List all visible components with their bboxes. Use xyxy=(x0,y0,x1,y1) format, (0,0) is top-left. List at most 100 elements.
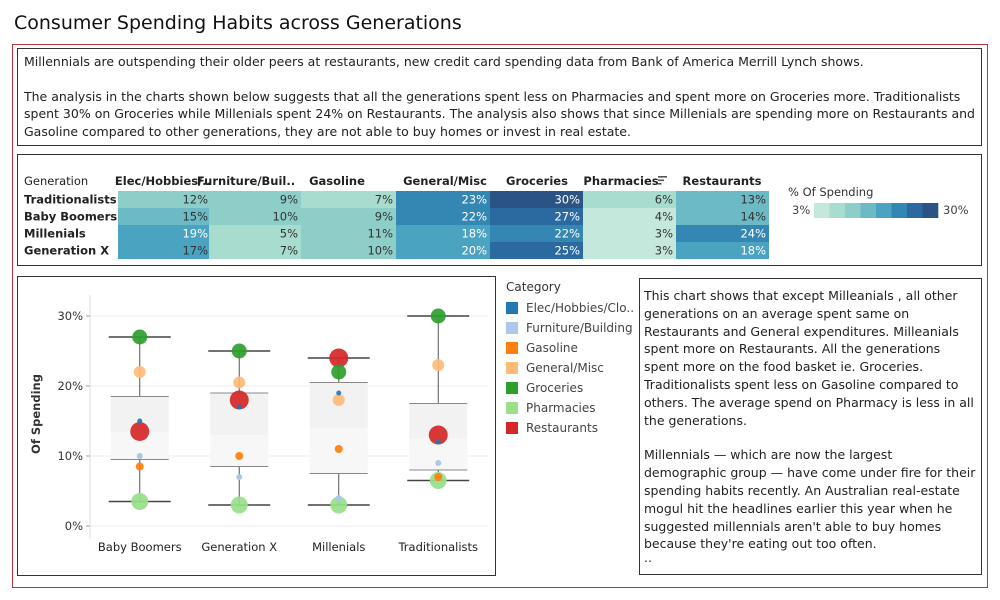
point-elec-hobbies-clo-millenials[interactable] xyxy=(336,390,342,396)
heatmap-cell-label: 14% xyxy=(740,210,766,224)
heatmap-cell[interactable] xyxy=(583,225,676,242)
boxplot-chart[interactable]: 0% 10% 20% 30% Of Spending Baby Boomers Genera… xyxy=(18,277,495,575)
heatmap-cell-label: 13% xyxy=(740,193,766,207)
heatmap-cell-label: 7% xyxy=(280,244,298,258)
heatmap-cell[interactable] xyxy=(583,242,676,259)
heatmap-cell[interactable] xyxy=(396,191,490,208)
heatmap-chart[interactable]: Generation Elec/Hobbies/..Furniture/Buil.… xyxy=(18,155,981,265)
point-pharmacies-baby-boomers[interactable] xyxy=(131,493,149,510)
heatmap-legend-swatch xyxy=(891,203,908,218)
legend-item-furniture-building[interactable]: Furniture/Building xyxy=(506,318,636,338)
heatmap-cell-label: 17% xyxy=(182,244,208,258)
point-restaurants-traditionalists[interactable] xyxy=(428,425,448,445)
heatmap-cell-label: 7% xyxy=(375,193,393,207)
point-groceries-baby-boomers[interactable] xyxy=(132,329,148,345)
point-furniture-building-baby-boomers[interactable] xyxy=(136,453,143,459)
heatmap-cell-label: 4% xyxy=(655,210,673,224)
side-paragraph-1: This chart shows that except Milleanials… xyxy=(644,288,974,428)
legend-title: Category xyxy=(506,280,561,294)
heatmap-cell-label: 10% xyxy=(367,244,393,258)
heatmap-cell[interactable] xyxy=(118,225,211,242)
heatmap-cell-label: 18% xyxy=(461,227,487,241)
point-general-misc-millenials[interactable] xyxy=(332,394,345,406)
heatmap-cell-label: 25% xyxy=(554,244,580,258)
heatmap-cell[interactable] xyxy=(301,242,396,259)
heatmap-cell[interactable] xyxy=(676,191,769,208)
heatmap-cell[interactable] xyxy=(396,208,490,225)
point-restaurants-millenials[interactable] xyxy=(329,348,349,368)
heatmap-cell[interactable] xyxy=(209,208,301,225)
point-pharmacies-generation-x[interactable] xyxy=(230,496,248,514)
point-groceries-generation-x[interactable] xyxy=(231,343,247,359)
heatmap-row-label-baby-boomers: Baby Boomers xyxy=(24,210,117,224)
heatmap-cell[interactable] xyxy=(209,225,301,242)
heatmap-col-header-0: Elec/Hobbies/.. xyxy=(115,174,211,188)
heatmap-cell[interactable] xyxy=(118,242,211,259)
point-groceries-traditionalists[interactable] xyxy=(430,308,446,324)
sort-icon-bar-1 xyxy=(658,176,667,178)
heatmap-cell-label: 12% xyxy=(182,193,208,207)
legend-item-gasoline[interactable]: Gasoline xyxy=(506,338,636,358)
heatmap-cell[interactable] xyxy=(490,208,583,225)
heatmap-panel: Generation Elec/Hobbies/.. Furniture/Buil.… xyxy=(17,154,982,266)
point-restaurants-baby-boomers[interactable] xyxy=(130,422,150,441)
heatmap-cell[interactable] xyxy=(676,225,769,242)
category-legend: Category Elec/Hobbies/Clo.. Furniture/Bui… xyxy=(506,280,636,438)
heatmap-cell[interactable] xyxy=(490,191,583,208)
heatmap-cell[interactable] xyxy=(301,208,396,225)
heatmap-legend-min: 3% xyxy=(792,203,810,217)
point-gasoline-baby-boomers[interactable] xyxy=(135,462,144,471)
point-groceries-millenials[interactable] xyxy=(331,364,347,380)
legend-item-general-misc[interactable]: General/Misc xyxy=(506,358,636,378)
heatmap-cell[interactable] xyxy=(583,208,676,225)
heatmap-cell-label: 3% xyxy=(655,244,673,258)
heatmap-cell[interactable] xyxy=(301,191,396,208)
heatmap-legend-swatch xyxy=(876,203,892,218)
heatmap-cell[interactable] xyxy=(118,191,211,208)
heatmap-legend-swatch xyxy=(814,203,830,218)
heatmap-cell[interactable] xyxy=(676,208,769,225)
box-lower[interactable] xyxy=(210,435,269,467)
intro-text-box: Millennials are outspending their older … xyxy=(17,48,982,146)
point-furniture-building-traditionalists[interactable] xyxy=(435,460,442,466)
point-elec-hobbies-clo-traditionalists[interactable] xyxy=(435,439,441,445)
heatmap-cell[interactable] xyxy=(676,242,769,259)
heatmap-row-label-millenials: Millenials xyxy=(24,227,86,241)
point-gasoline-generation-x[interactable] xyxy=(235,452,244,460)
heatmap-cell[interactable] xyxy=(396,225,490,242)
point-elec-hobbies-clo-generation-x[interactable] xyxy=(236,404,242,410)
point-furniture-building-millenials[interactable] xyxy=(335,495,342,501)
point-general-misc-traditionalists[interactable] xyxy=(432,359,445,371)
legend-swatch xyxy=(506,342,518,354)
heatmap-cell-label: 20% xyxy=(461,244,487,258)
heatmap-cell[interactable] xyxy=(583,191,676,208)
legend-item-restaurants[interactable]: Restaurants xyxy=(506,418,636,438)
heatmap-cell[interactable] xyxy=(490,242,583,259)
heatmap-cell[interactable] xyxy=(118,208,211,225)
legend-swatch xyxy=(506,322,518,334)
legend-item-pharmacies[interactable]: Pharmacies xyxy=(506,398,636,418)
heatmap-cell[interactable] xyxy=(209,242,301,259)
heatmap-cell[interactable] xyxy=(301,225,396,242)
heatmap-cell[interactable] xyxy=(396,242,490,259)
point-pharmacies-millenials[interactable] xyxy=(330,496,348,514)
point-gasoline-traditionalists[interactable] xyxy=(434,473,443,481)
point-furniture-building-generation-x[interactable] xyxy=(236,474,243,480)
heatmap-cell-label: 22% xyxy=(554,227,580,241)
side-text-box: This chart shows that except Milleanials… xyxy=(639,278,982,575)
page-title: Consumer Spending Habits across Generati… xyxy=(14,12,462,34)
x-tick-label-traditionalists: Traditionalists xyxy=(397,540,478,554)
point-elec-hobbies-clo-baby-boomers[interactable] xyxy=(137,418,143,424)
heatmap-col-header-2: Gasoline xyxy=(309,174,365,188)
sort-icon[interactable] xyxy=(658,176,667,185)
heatmap-cell[interactable] xyxy=(490,225,583,242)
point-restaurants-generation-x[interactable] xyxy=(229,390,249,410)
heatmap-cell[interactable] xyxy=(209,191,301,208)
legend-item-elec-hobbies-clo[interactable]: Elec/Hobbies/Clo.. xyxy=(506,298,636,318)
legend-item-groceries[interactable]: Groceries xyxy=(506,378,636,398)
legend-label: General/Misc xyxy=(526,361,604,375)
point-general-misc-baby-boomers[interactable] xyxy=(133,366,146,378)
point-gasoline-millenials[interactable] xyxy=(334,445,343,453)
intro-paragraph-2: The analysis in the charts shown below s… xyxy=(24,88,975,139)
point-general-misc-generation-x[interactable] xyxy=(233,376,246,389)
